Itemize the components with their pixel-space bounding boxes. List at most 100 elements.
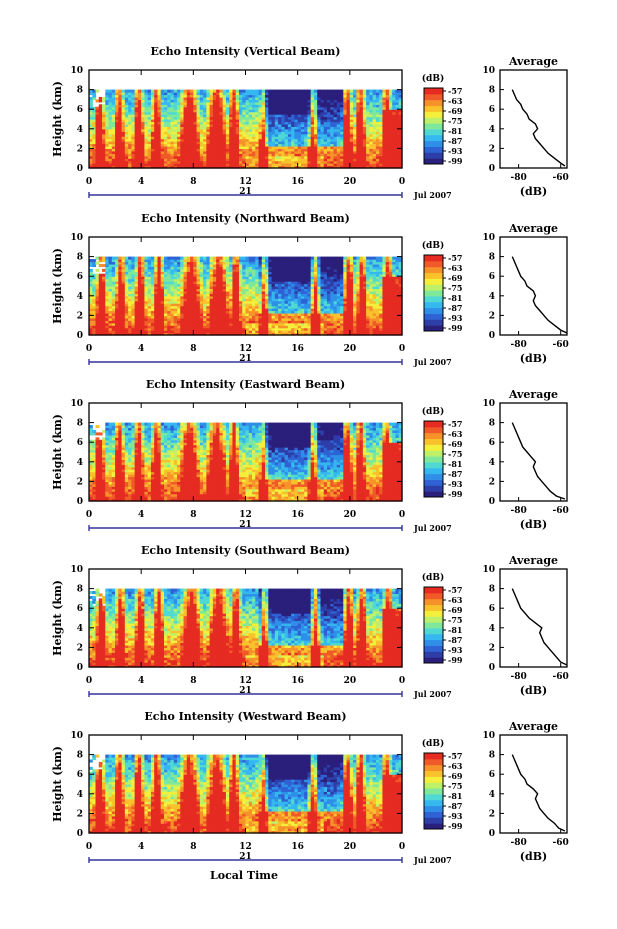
heat-cell [209,119,214,123]
heat-cell [180,138,185,142]
heat-cell [206,104,211,108]
heat-cell [163,99,168,103]
heat-cell [98,111,103,115]
heat-cell [186,111,191,115]
heat-cell [111,128,116,132]
y-tick-label: 4 [77,125,83,135]
heat-cell [196,104,201,108]
heat-cell [180,123,185,127]
heat-cell [89,153,93,157]
heat-cell [121,138,126,142]
heat-cell [160,128,165,132]
heat-cell [193,131,198,135]
heat-cell [95,155,100,159]
heat-cell [203,96,207,100]
heat-cell [134,106,139,110]
heat-cell [115,133,119,137]
heat-cell [89,109,93,113]
heat-cell [193,141,198,145]
heat-cell [167,109,172,113]
heat-cell [98,121,103,125]
heat-cell [98,138,103,142]
heat-cell [121,148,126,152]
heat-cell [89,126,93,130]
heat-cell [196,163,201,167]
heat-cell [219,121,224,125]
heat-cell [154,150,159,154]
heat-cell [177,141,181,145]
heat-cell [170,94,175,98]
heat-cell [118,131,123,135]
heat-cell [193,123,198,127]
heat-cell [157,143,162,147]
heat-cell [105,126,110,130]
heat-cell [163,116,168,120]
heat-cell [216,160,221,164]
heat-cell [157,160,162,164]
heat-cell [150,96,155,100]
heat-cell [144,141,149,145]
heat-cell [219,143,224,147]
heat-cell [108,114,113,118]
heat-cell [180,133,185,137]
heat-cell [199,136,204,140]
heat-cell [177,114,181,118]
heat-cell [128,136,132,140]
heat-cell [183,114,188,118]
heat-cell [134,163,139,167]
heat-cell [108,145,113,149]
heat-cell [173,114,178,118]
heat-cell [108,109,113,113]
heat-cell [141,121,146,125]
heat-cell [147,165,152,169]
heat-cell [95,131,100,135]
heat-cell [163,133,168,137]
heat-cell [212,114,217,118]
heat-cell [170,148,175,152]
heat-cell [212,145,217,149]
heat-cell [144,94,149,98]
colorbar-swatch [424,99,443,107]
heat-cell [219,116,224,120]
heat-cell [131,160,136,164]
heat-cell [147,145,152,149]
heat-cell [124,141,129,145]
heat-cell [89,119,93,123]
heat-cell [216,89,221,93]
heat-cell [108,119,113,123]
heat-cell [89,111,93,115]
heat-cell [157,148,162,152]
heat-cell [222,136,227,140]
heat-cell [124,150,129,154]
heat-cell [206,141,211,145]
heat-cell [134,126,139,130]
heat-cell [89,121,93,125]
heat-cell [154,136,159,140]
heat-cell [183,165,188,169]
heat-cell [177,101,181,105]
heat-cell [183,126,188,130]
heat-cell [154,96,159,100]
heat-cell [102,143,106,147]
heat-cell [196,106,201,110]
heat-cell [196,145,201,149]
heat-cell [154,128,159,132]
heat-cell [163,126,168,130]
heat-cell [124,104,129,108]
heat-cell [102,153,106,157]
heat-cell [131,106,136,110]
heat-cell [102,104,106,108]
heat-cell [206,94,211,98]
heat-cell [121,160,126,164]
heat-cell [219,145,224,149]
heat-cell [141,136,146,140]
heat-cell [150,165,155,169]
heat-cell [216,96,221,100]
heat-cell [154,119,159,123]
colorbar-tick-label: -81 [448,126,462,136]
heat-cell [173,89,178,93]
heat-cell [105,128,110,132]
heat-cell [209,92,214,96]
heat-cell [212,160,217,164]
heat-cell [147,123,152,127]
